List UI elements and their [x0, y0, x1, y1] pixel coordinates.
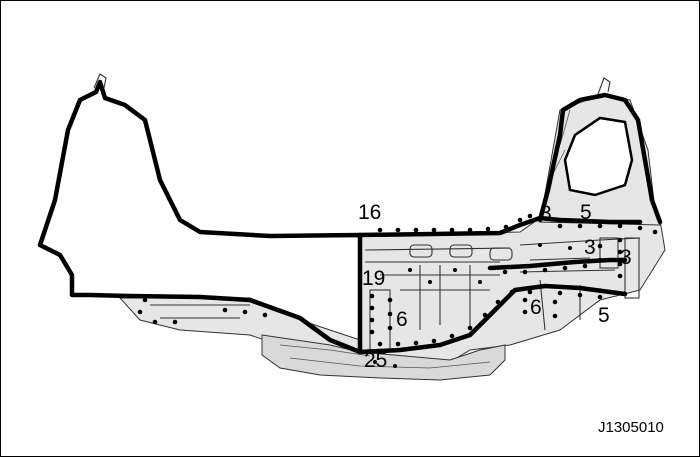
rear-pillar-outline — [537, 92, 663, 225]
right-hook — [597, 77, 611, 95]
callout-3-top: 3 — [540, 202, 552, 225]
lower-sealer-outline — [357, 283, 628, 355]
callout-16: 16 — [358, 201, 381, 224]
inner-sealer-outline — [487, 257, 628, 271]
callout-3-middle: 3 — [584, 236, 596, 259]
callout-5-bottom: 5 — [598, 304, 610, 327]
callout-25: 25 — [364, 349, 387, 372]
panel-detail-lines — [150, 109, 641, 369]
weld-spots — [137, 213, 658, 368]
figure-code: J1305010 — [598, 419, 664, 436]
left-sealer-outline — [37, 79, 363, 355]
callout-3-right: 3 — [620, 246, 632, 269]
rear-pillar-opening — [563, 116, 634, 197]
left-hook — [93, 73, 107, 89]
callout-6-right: 6 — [530, 296, 542, 319]
callout-5-top: 5 — [580, 201, 592, 224]
callout-19: 19 — [362, 267, 385, 290]
callout-6-left: 6 — [396, 308, 408, 331]
